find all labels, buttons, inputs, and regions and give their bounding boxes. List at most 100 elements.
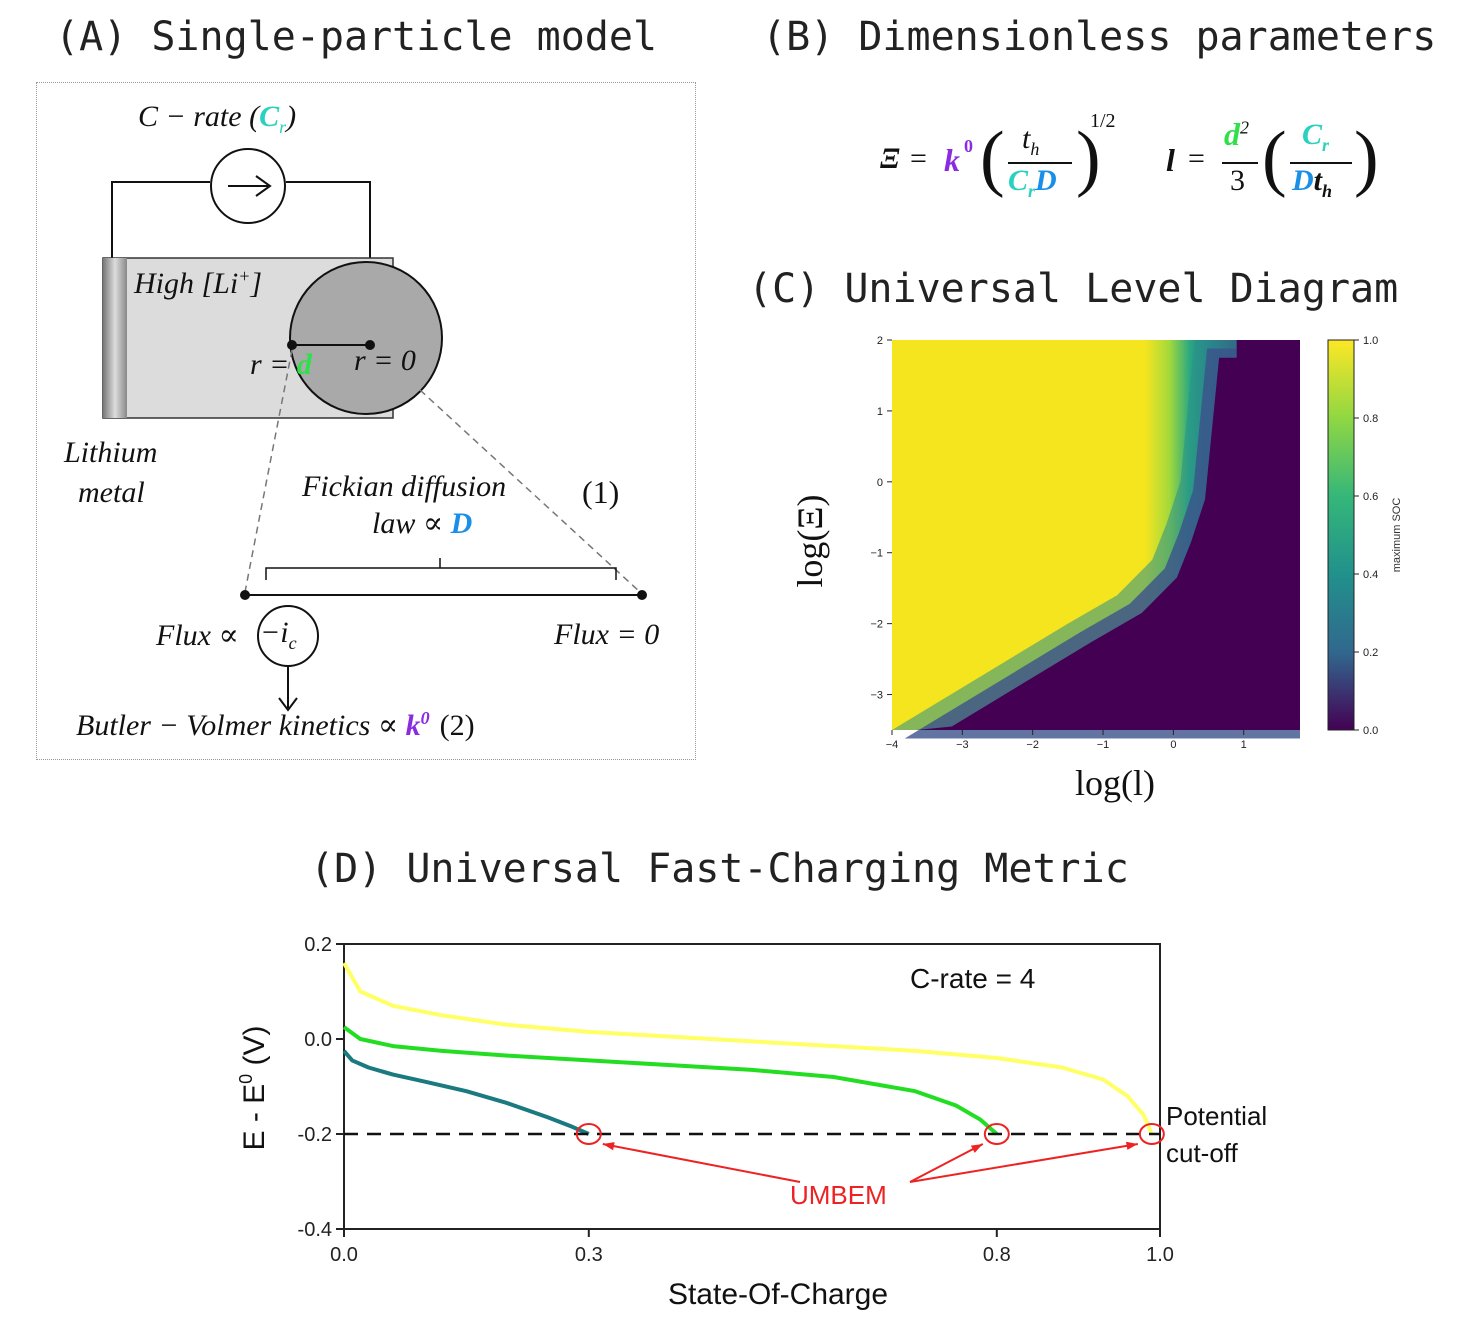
cutoff-label-1: Potential	[1166, 1101, 1267, 1131]
colorbar-tick-label: 1.0	[1363, 335, 1378, 347]
xi-r: r	[1028, 181, 1036, 201]
arrow-down-icon	[278, 666, 298, 712]
lithium-metal-label-1: Lithium	[64, 436, 158, 469]
xi-t-sub: h	[1030, 139, 1040, 159]
umbem-arrowhead-0	[602, 1142, 615, 1151]
c-rate-symbol: C	[259, 100, 280, 133]
r-eq-0-label: r = 0	[354, 344, 416, 377]
level-diagram-ylabel: log(Ξ)	[790, 494, 830, 588]
level-diagram-chart: −4 −3 −2 −1 0 1 2 1 0 −1 −2 −3 1.0 0.8 0.6 0.4 0.2 0.0 m…	[870, 335, 1403, 751]
heatmap-low-region	[916, 357, 1300, 730]
plot-frame	[343, 943, 1161, 1230]
flux-circle-sub: c	[288, 633, 297, 653]
heatmap	[892, 340, 1300, 739]
lithium-metal-label-2: metal	[78, 476, 145, 509]
colorbar-tick-label: 0.8	[1363, 413, 1378, 425]
umbem-marker-2	[1138, 1123, 1165, 1145]
colorbar-tick-label: 0.6	[1363, 491, 1378, 503]
fickian-label-2: law ∝ D	[372, 506, 472, 541]
x-tick-label: −3	[956, 739, 969, 751]
chart-annotations	[344, 1123, 1165, 1183]
y-tick-label: −2	[870, 619, 883, 631]
umbem-arrowhead-1	[970, 1144, 983, 1153]
particle-circle	[289, 261, 443, 415]
circuit-wire	[111, 181, 371, 258]
butler-k-symbol: k	[405, 709, 421, 742]
panel-a-frame	[36, 82, 696, 760]
colorbar	[1327, 339, 1355, 731]
line-dot-right	[637, 590, 647, 600]
xi-t: t	[1022, 122, 1031, 155]
xi-k-symbol: k	[944, 142, 960, 178]
butler-number: (2)	[439, 709, 475, 742]
c-rate-annotation: C-rate = 4	[910, 963, 1035, 994]
ylabel-unit: (V)	[238, 1025, 271, 1073]
panel-b-title: (B) Dimensionless parameters	[762, 14, 1437, 60]
c-rate-label: C − rate (Cr)	[138, 100, 296, 138]
series-line-0	[342, 962, 1154, 1135]
l-r: r	[1322, 135, 1330, 155]
y-tick-label: 1	[877, 406, 883, 418]
radius-dot-center	[365, 340, 375, 350]
equation-xi: Ξ = k 0 ( th CrD ) 1/2	[880, 110, 1160, 210]
x-tick-label: −1	[1097, 739, 1110, 751]
xi-symbol: Ξ	[880, 142, 900, 175]
x-tick-label: 0.8	[983, 1244, 1011, 1266]
umbem-arrowhead-2	[1126, 1141, 1138, 1150]
l-paren-left: (	[1262, 117, 1287, 199]
x-tick-label: −2	[1026, 739, 1039, 751]
chart-ticks: 0.0 0.3 0.8 1.0 0.2 0.0 -0.2 -0.4	[298, 934, 1174, 1266]
xi-c: C	[1008, 164, 1029, 197]
panel-c-title: (C) Universal Level Diagram	[748, 266, 1399, 312]
arrow-right-icon	[228, 175, 272, 197]
y-tick-label: -0.4	[298, 1219, 332, 1241]
high-li-sup: +	[238, 266, 251, 286]
level-diagram-xlabel: log(l)	[1075, 763, 1155, 803]
line-dot-left	[240, 590, 250, 600]
l-d-sup: 2	[1240, 117, 1249, 138]
c-rate-text: C − rate (	[138, 100, 260, 133]
flux-circle-text: −i	[260, 616, 289, 649]
equation-l: l = d2 3 ( Cr Dth )	[1166, 110, 1386, 210]
l-paren-right: )	[1354, 117, 1379, 199]
chart-series	[342, 962, 1154, 1136]
x-tick-label: 0	[1170, 739, 1176, 751]
y-tick-label: 0	[877, 477, 883, 489]
umbem-arrow-1	[909, 1143, 984, 1183]
colorbar-tick-label: 0.0	[1363, 725, 1378, 737]
fast-charging-chart: 0.0 0.3 0.8 1.0 0.2 0.0 -0.2 -0.4 C-rate = 4 Po…	[236, 934, 1267, 1311]
high-li-close: ]	[250, 267, 263, 300]
umbem-label: UMBEM	[790, 1180, 887, 1210]
y-tick-label: -0.2	[298, 1124, 332, 1146]
y-tick-label: 0.0	[304, 1029, 332, 1051]
c-rate-close: )	[286, 100, 297, 133]
panel-d-title: (D) Universal Fast-Charging Metric	[310, 846, 1129, 892]
chart-ylabel: E - E0 (V)	[236, 1025, 271, 1150]
fickian-label-1: Fickian diffusion	[302, 470, 507, 503]
xi-d: D	[1035, 164, 1057, 197]
ylabel-main: E - E	[238, 1084, 271, 1151]
r-eq-d-symbol: d	[296, 348, 312, 381]
series-line-1	[342, 1025, 999, 1136]
series-line-2	[342, 1049, 590, 1136]
umbem-marker-0	[575, 1123, 602, 1145]
cutoff-label-2: cut-off	[1166, 1138, 1239, 1168]
l-three: 3	[1230, 164, 1245, 197]
l-cr: Cr	[1302, 118, 1329, 156]
r-eq-d-label: r = d	[250, 348, 312, 382]
l-dt: Dth	[1292, 164, 1332, 202]
xi-power: 1/2	[1090, 110, 1116, 132]
l-equals: =	[1188, 142, 1205, 175]
y-tick-label: 0.2	[304, 934, 332, 956]
l-h: h	[1322, 181, 1333, 201]
colorbar-ticks: 1.0 0.8 0.6 0.4 0.2 0.0	[1354, 335, 1378, 737]
xi-paren-left: (	[980, 117, 1005, 199]
r-eq-d-text: r =	[250, 348, 297, 381]
high-li-text: High [Li	[134, 267, 239, 300]
x-tick-label: 1.0	[1146, 1244, 1174, 1266]
x-tick-label: 0.0	[330, 1244, 358, 1266]
l-c: C	[1302, 118, 1323, 151]
y-tick-label: 2	[877, 335, 883, 347]
fickian-d-symbol: D	[450, 507, 473, 540]
l-symbol: l	[1166, 142, 1175, 178]
